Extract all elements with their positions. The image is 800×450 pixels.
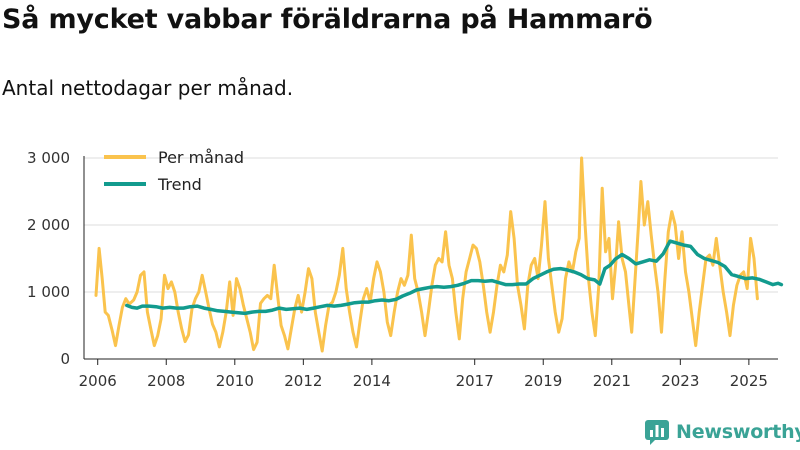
axes: 0 1 000 2 000 3 000 2006 2008 2010 2012 2014 2017… [27,149,778,390]
series-line-per-manad [94,156,759,353]
x-tick-label: 2010 [216,372,254,390]
newsworthy-logo-icon [645,420,669,445]
y-tick-label: 2 000 [27,216,70,234]
x-tick-label: 2017 [456,372,494,390]
brand-name: Newsworthy [676,421,800,443]
x-tick-label: 2019 [524,372,562,390]
legend-label: Per månad [158,148,244,167]
series [94,156,784,353]
x-tick-label: 2008 [147,372,185,390]
x-tick-label: 2006 [79,372,117,390]
x-tick-label: 2014 [353,372,391,390]
y-tick-label: 3 000 [27,149,70,167]
x-tick-label: 2021 [593,372,631,390]
x-tick-label: 2012 [284,372,322,390]
brand-logo[interactable]: Newsworthy [644,418,800,446]
legend-label: Trend [157,175,202,194]
series-line-trend [125,239,784,316]
page-subtitle: Antal nettodagar per månad. [2,76,294,100]
y-tick-label: 1 000 [27,283,70,301]
legend: Per månad Trend [104,148,244,194]
x-tick-label: 2023 [661,372,699,390]
x-tick-label: 2025 [730,372,768,390]
y-tick-label: 0 [60,350,70,368]
page-title: Så mycket vabbar föräldrarna på Hammarö [2,4,653,35]
